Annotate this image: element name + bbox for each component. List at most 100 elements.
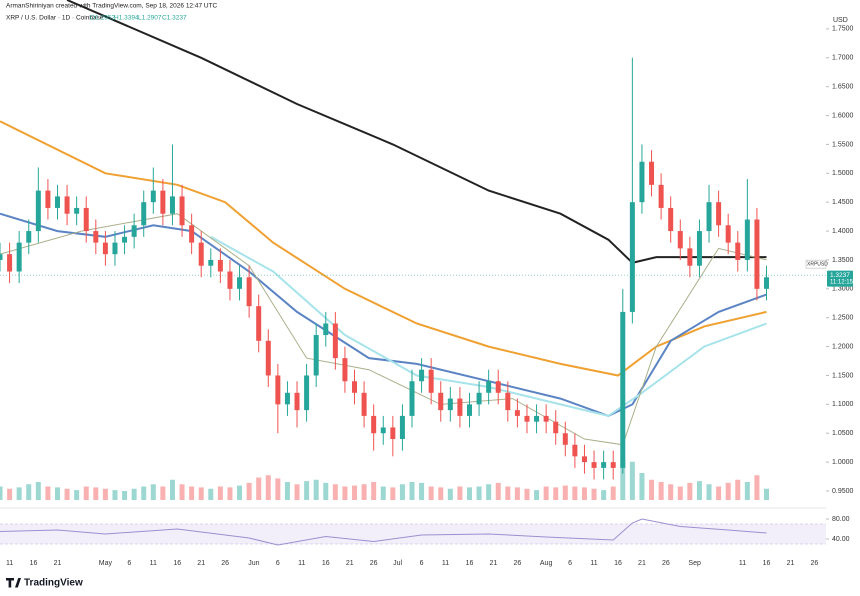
y-tick-label: 1.3500 <box>832 257 854 264</box>
volume-bar <box>208 488 214 500</box>
volume-bar <box>122 491 128 500</box>
candle-body <box>735 242 741 260</box>
candle-body <box>419 369 425 382</box>
candle-body <box>265 340 271 376</box>
candle-body <box>45 190 51 208</box>
candle-body <box>313 335 319 376</box>
volume-bar <box>284 482 290 500</box>
volume-bar <box>26 484 32 500</box>
volume-bar <box>83 486 89 500</box>
candle-body <box>514 410 520 416</box>
candle-body <box>716 202 722 226</box>
y-tick-label: 1.0500 <box>832 430 854 437</box>
candle-body <box>457 398 463 416</box>
volume-bar <box>543 486 549 500</box>
candle-body <box>361 392 367 416</box>
ohlc-value: O1.2952 <box>90 15 115 22</box>
x-tick-label: 16 <box>466 560 474 567</box>
volume-bar <box>620 457 626 500</box>
x-tick-label: 26 <box>221 560 229 567</box>
x-tick-label: 11 <box>6 560 13 567</box>
candle-body <box>572 444 578 457</box>
x-tick-label: 16 <box>30 560 38 567</box>
last-price-tag <box>827 270 853 287</box>
candle-body <box>764 277 770 289</box>
candle-body <box>102 242 108 255</box>
candle-body <box>256 306 262 341</box>
candle-body <box>284 392 290 405</box>
volume-bar <box>572 486 578 500</box>
candle-body <box>352 381 358 393</box>
candle-body <box>217 259 223 272</box>
candle-body <box>227 271 233 289</box>
candle-body <box>390 427 396 440</box>
symbol-tag: XRPUSD <box>807 261 828 267</box>
y-tick-label: 1.7000 <box>832 55 854 62</box>
candle-body <box>294 392 300 411</box>
volume-bar <box>706 484 712 500</box>
candle-body <box>409 381 415 416</box>
candle-body <box>562 433 568 445</box>
candle-body <box>399 415 405 440</box>
x-tick-label: 11 <box>739 560 746 567</box>
candle-body <box>486 381 492 393</box>
volume-bar <box>7 488 13 500</box>
candle-body <box>198 242 204 266</box>
candle-body <box>64 196 70 214</box>
volume-bar <box>160 486 166 500</box>
currency: USD <box>833 17 848 24</box>
y-tick-label: 1.1500 <box>832 372 854 379</box>
candle-body <box>658 184 664 208</box>
volume-bar <box>696 481 702 500</box>
candle-body <box>706 202 712 232</box>
candle-body <box>447 398 453 411</box>
volume-bar <box>677 486 683 500</box>
volume-bar <box>352 485 358 500</box>
volume-bar <box>514 487 520 500</box>
candle-body <box>7 254 13 272</box>
volume-bar <box>601 490 607 500</box>
rsi-tick-label: 80.00 <box>832 516 850 523</box>
credit: ArmanShiriniyan created with TradingView… <box>6 3 218 10</box>
candle-body <box>534 415 540 422</box>
volume-bar <box>553 487 559 500</box>
volume-bar <box>428 486 434 500</box>
volume-bar <box>419 482 425 500</box>
volume-bar <box>486 484 492 500</box>
volume-bar <box>409 482 415 500</box>
volume-bar <box>687 482 693 500</box>
candle-body <box>744 219 750 260</box>
candle-body <box>476 392 482 405</box>
volume-bar <box>744 482 750 500</box>
x-tick-label: May <box>99 560 113 567</box>
candle-body <box>275 375 281 405</box>
ohlc-value: H1.3394 <box>114 15 139 22</box>
volume-bar <box>332 484 338 500</box>
volume-bar <box>35 482 41 500</box>
volume-bar <box>438 487 444 500</box>
volume-bar <box>54 487 60 500</box>
candle-body <box>553 421 559 434</box>
candle-body <box>83 207 89 232</box>
volume-bar <box>323 482 329 500</box>
volume-bar <box>371 482 377 500</box>
candle-body <box>35 190 41 232</box>
volume-bar <box>754 475 760 500</box>
y-tick-label: 1.2500 <box>832 315 854 322</box>
candle-body <box>131 225 137 237</box>
candle-body <box>591 462 597 468</box>
candle-body <box>342 358 348 382</box>
volume-bar <box>112 490 118 500</box>
x-tick-label: 26 <box>662 560 670 567</box>
candle-body <box>668 207 674 232</box>
volume-bar <box>658 482 664 500</box>
candle-body <box>725 225 731 243</box>
candle-body <box>26 231 32 243</box>
symbol-tag-bg <box>805 259 827 269</box>
volume-bar <box>217 486 223 500</box>
candle-body <box>74 207 80 214</box>
y-tick-label: 1.6000 <box>832 112 854 119</box>
countdown: 11:12:15 <box>830 280 854 286</box>
y-tick-label: 1.5500 <box>832 141 854 148</box>
x-tick-label: 21 <box>787 560 795 567</box>
